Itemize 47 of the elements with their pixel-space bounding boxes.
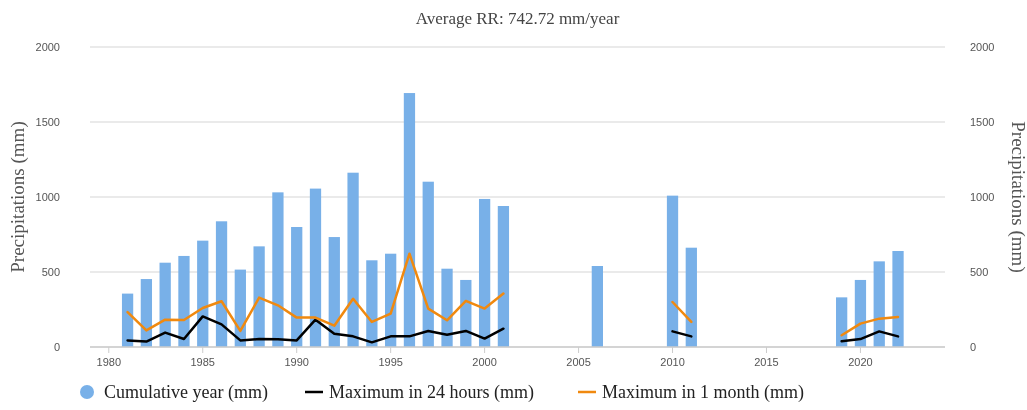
x-tick-label: 1980 (96, 356, 122, 368)
bar (873, 261, 885, 347)
y-tick-label: 2000 (35, 41, 60, 53)
y2-tick-label: 1500 (970, 116, 995, 128)
legend-label: Maximum in 24 hours (mm) (329, 382, 534, 403)
y2-tick-label: 1000 (970, 191, 995, 203)
bar (366, 260, 378, 347)
bar (347, 172, 359, 347)
chart-title: Average RR: 742.72 mm/year (415, 9, 620, 28)
x-tick-label: 1995 (378, 356, 403, 368)
x-tick-label: 2010 (660, 356, 685, 368)
bar (215, 221, 228, 347)
bar (422, 181, 434, 347)
x-tick-label: 1990 (284, 356, 309, 368)
bar (497, 206, 510, 347)
bar (197, 240, 209, 347)
y2-tick-label: 2000 (970, 41, 995, 53)
bar (591, 266, 603, 347)
y-tick-label: 500 (41, 266, 60, 278)
bar (328, 237, 340, 347)
bar (253, 246, 265, 347)
bar (309, 188, 322, 347)
bar (403, 93, 416, 347)
y2-axis-title: Precipitations (mm) (1007, 121, 1027, 273)
bar (272, 192, 284, 347)
bar (478, 198, 491, 347)
bar (836, 297, 848, 347)
x-tick-label: 2015 (754, 356, 779, 368)
bar (892, 251, 904, 347)
legend-label: Maximum in 1 month (mm) (602, 382, 804, 403)
legend-label: Cumulative year (mm) (104, 382, 268, 403)
bar (159, 262, 171, 347)
bar (685, 247, 697, 347)
x-tick-label: 2000 (472, 356, 497, 368)
bar (666, 195, 679, 347)
y2-tick-label: 0 (970, 341, 977, 353)
y-tick-label: 0 (53, 341, 60, 353)
y-tick-label: 1000 (35, 191, 60, 203)
x-tick-label: 1985 (190, 356, 215, 368)
x-tick-label: 2020 (848, 356, 873, 368)
bar (441, 268, 453, 347)
y-tick-label: 1500 (35, 116, 60, 128)
bar (178, 255, 190, 347)
y2-tick-label: 500 (970, 266, 989, 278)
bar (291, 227, 303, 347)
y-axis-title: Precipitations (mm) (7, 121, 29, 273)
x-tick-label: 2005 (566, 356, 591, 368)
